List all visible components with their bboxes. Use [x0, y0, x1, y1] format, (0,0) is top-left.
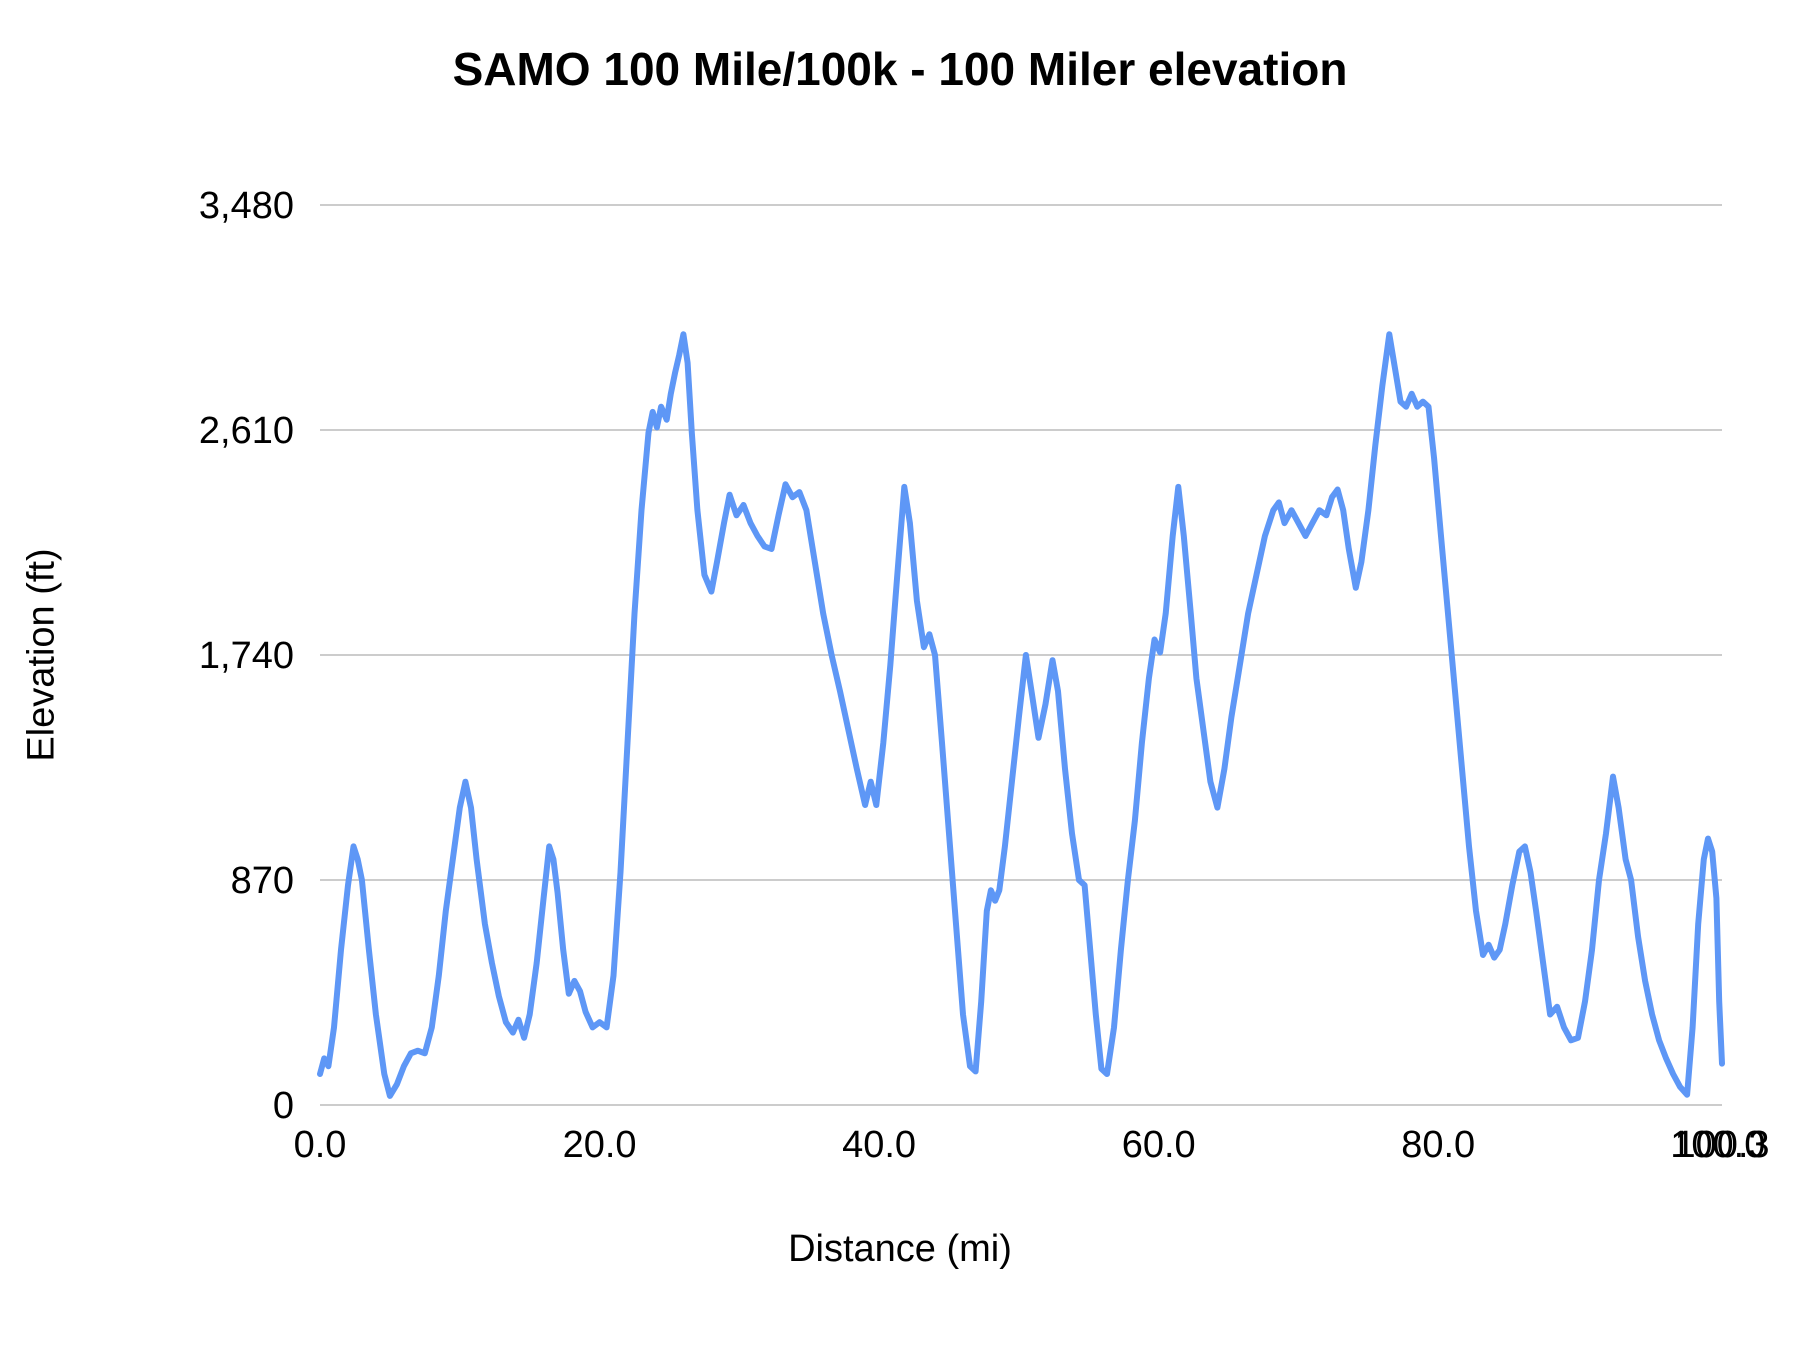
x-tick-label: 0.0: [294, 1124, 347, 1166]
x-tick-label: 100.0: [1670, 1124, 1765, 1166]
x-tick-label: 60.0: [1122, 1124, 1196, 1166]
y-tick-label: 870: [231, 860, 294, 902]
y-tick-label: 3,480: [199, 185, 294, 227]
elevation-series-line: [317, 331, 1725, 1099]
x-axis-title: Distance (mi): [788, 1228, 1012, 1270]
chart-title: SAMO 100 Mile/100k - 100 Miler elevation: [452, 43, 1348, 95]
y-tick-label: 1,740: [199, 635, 294, 677]
x-tick-label: 80.0: [1401, 1124, 1475, 1166]
x-tick-label: 40.0: [842, 1124, 916, 1166]
x-tick-label: 20.0: [563, 1124, 637, 1166]
y-tick-label: 2,610: [199, 410, 294, 452]
x-tick-label: 100.3: [1674, 1124, 1769, 1166]
y-tick-label: 0: [273, 1085, 294, 1127]
